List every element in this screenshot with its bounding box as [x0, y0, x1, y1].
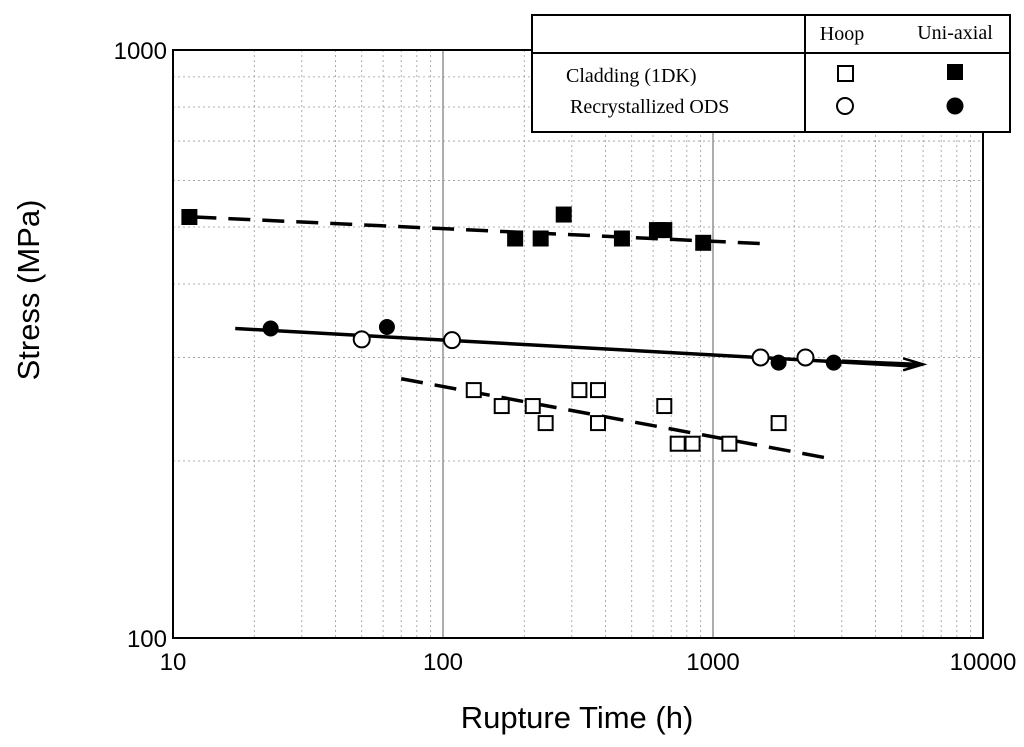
open-square-point [524, 398, 541, 415]
open-square-point [770, 415, 787, 432]
filled-circle-point [825, 354, 842, 371]
open-square-point [493, 398, 510, 415]
filled-square-point [555, 206, 572, 223]
legend-header-uniaxial: Uni-axial [917, 22, 993, 44]
filled-square-point [613, 230, 630, 247]
legend-row-recrystallized-ods: Recrystallized ODS [570, 96, 729, 118]
extension-arrow-shaft [841, 359, 924, 366]
cladding-hoop-fit-line [400, 377, 830, 461]
open-square-point [684, 435, 701, 452]
legend: Hoop Uni-axial Cladding (1DK) Recrystall… [531, 14, 1011, 133]
open-square-point [589, 382, 606, 399]
filled-square-point [532, 230, 549, 247]
open-circle-point [443, 331, 462, 350]
legend-filled-circle-marker [946, 97, 964, 115]
legend-open-square-marker [837, 65, 854, 82]
cladding-uniaxial-fit-line [194, 215, 769, 246]
filled-square-point [181, 208, 198, 225]
x-axis-title: Rupture Time (h) [461, 700, 694, 735]
legend-filled-square-marker [947, 64, 963, 80]
filled-square-point [656, 222, 673, 239]
open-square-point [669, 435, 686, 452]
legend-box [531, 14, 1011, 133]
legend-open-circle-marker [836, 97, 854, 115]
filled-circle-point [262, 320, 279, 337]
filled-square-point [507, 230, 524, 247]
filled-circle-point [770, 354, 787, 371]
open-circle-point [751, 348, 770, 367]
open-circle-point [352, 330, 371, 349]
y-tick-label: 1000 [114, 38, 167, 65]
legend-row-cladding: Cladding (1DK) [566, 65, 697, 87]
open-square-point [656, 398, 673, 415]
x-tick-label: 10000 [950, 649, 1017, 676]
legend-header-hoop: Hoop [820, 23, 864, 45]
filled-circle-point [378, 318, 395, 335]
grid-lines [173, 50, 983, 638]
open-square-point [721, 435, 738, 452]
x-tick-label: 10 [160, 649, 187, 676]
filled-square-point [695, 234, 712, 251]
y-tick-label: 100 [127, 626, 167, 653]
open-square-point [465, 382, 482, 399]
data-points [181, 206, 842, 452]
open-square-point [537, 415, 554, 432]
y-axis-title: Stress (MPa) [11, 200, 46, 381]
x-tick-label: 1000 [686, 649, 739, 676]
trend-lines [194, 215, 928, 461]
extension-arrowhead [902, 357, 928, 372]
open-square-point [571, 382, 588, 399]
plot-frame [172, 49, 984, 639]
open-square-point [589, 415, 606, 432]
x-tick-label: 100 [423, 649, 463, 676]
open-circle-point [796, 348, 815, 367]
